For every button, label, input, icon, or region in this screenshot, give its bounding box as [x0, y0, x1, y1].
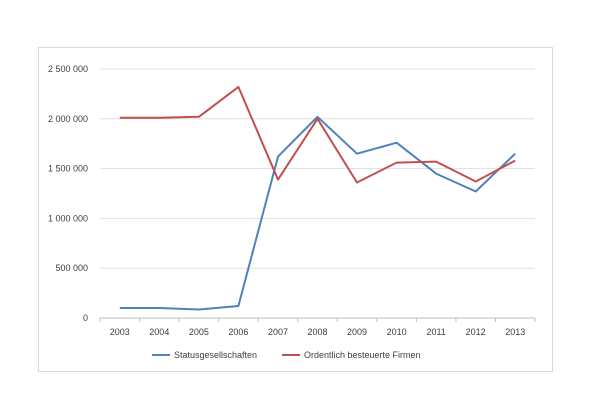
- legend-label: Ordentlich besteuerte Firmen: [304, 350, 421, 360]
- x-tick-label: 2007: [268, 327, 288, 337]
- x-tick-label: 2003: [110, 327, 130, 337]
- y-tick-label: 1 000 000: [48, 213, 88, 223]
- x-tick-label: 2008: [307, 327, 327, 337]
- x-axis: [99, 317, 536, 322]
- y-tick-label: 500 000: [55, 263, 88, 273]
- y-tick-label: 2 000 000: [48, 114, 88, 124]
- legend: Statusgesellschaften Ordentlich besteuert…: [152, 350, 421, 360]
- y-tick-label: 1 500 000: [48, 164, 88, 174]
- series-line-2: [119, 85, 516, 184]
- x-axis-tick-labels: 2003 2004 2005 2006 2007 2008 2009 2010 2011 2012…: [110, 327, 525, 337]
- x-tick-label: 2011: [426, 327, 445, 337]
- x-tick-label: 2009: [347, 327, 367, 337]
- gridlines: [100, 68, 535, 269]
- legend-label: Statusgesellschaften: [174, 350, 257, 360]
- x-tick-label: 2010: [387, 327, 407, 337]
- y-tick-label: 2 500 000: [48, 64, 88, 74]
- x-tick-label: 2012: [466, 327, 486, 337]
- x-tick-label: 2005: [189, 327, 209, 337]
- x-tick-label: 2006: [228, 327, 248, 337]
- y-tick-label: 0: [83, 313, 88, 323]
- x-tick-label: 2004: [149, 327, 169, 337]
- series-line-1: [119, 115, 516, 311]
- series-lines: [119, 85, 516, 311]
- y-axis-tick-labels: 0 500 000 1 000 000 1 500 000 2 000 000 2 500…: [48, 64, 88, 323]
- x-tick-label: 2013: [505, 327, 525, 337]
